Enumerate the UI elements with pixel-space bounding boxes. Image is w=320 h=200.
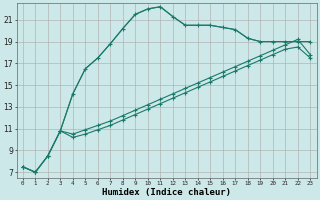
X-axis label: Humidex (Indice chaleur): Humidex (Indice chaleur) [102, 188, 231, 197]
